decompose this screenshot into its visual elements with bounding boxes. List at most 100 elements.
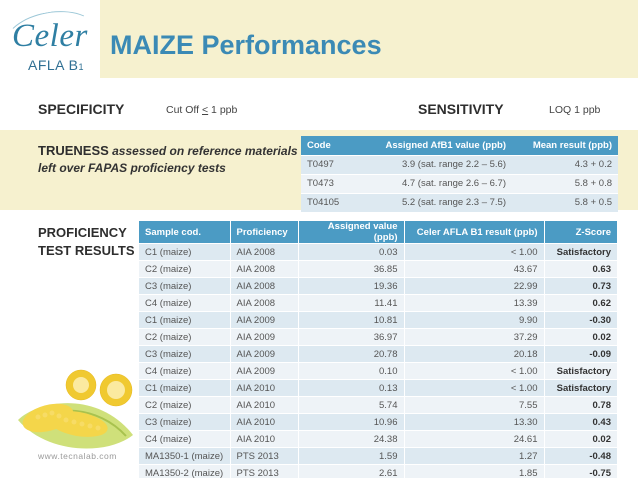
sensitivity-label: SENSITIVITY [418,101,504,117]
trueness-cell-assigned: 5.2 (sat. range 2.3 – 7.5) [363,193,512,213]
specificity-label: SPECIFICITY [38,101,125,117]
proficiency-row: C4 (maize) AIA 2009 0.10 < 1.00 Satisfactory [139,362,618,380]
proficiency-cell-sample: C1 (maize) [139,243,231,261]
proficiency-cell-result: < 1.00 [404,379,545,397]
proficiency-cell-result: 1.85 [404,464,545,478]
proficiency-table: Sample cod. Proficiency Assigned value (… [139,221,618,478]
proficiency-row: C3 (maize) AIA 2009 20.78 20.18 -0.09 [139,345,618,363]
proficiency-row: C4 (maize) AIA 2010 24.38 24.61 0.02 [139,430,618,448]
proficiency-cell-assigned: 5.74 [298,396,405,414]
proficiency-row: C4 (maize) AIA 2008 11.41 13.39 0.62 [139,294,618,312]
proficiency-cell-assigned: 2.61 [298,464,405,478]
trueness-cell-assigned: 3.9 (sat. range 2.2 – 5.6) [363,155,512,175]
proficiency-row: C2 (maize) AIA 2010 5.74 7.55 0.78 [139,396,618,414]
proficiency-row: C3 (maize) AIA 2008 19.36 22.99 0.73 [139,277,618,295]
proficiency-cell-sample: C2 (maize) [139,328,231,346]
proficiency-cell-zscore: -0.75 [544,464,618,478]
proficiency-cell-zscore: Satisfactory [544,362,618,380]
logo-brand: Celer [12,18,88,54]
trueness-row: T04105 5.2 (sat. range 2.3 – 7.5) 5.8 + 0.… [301,193,618,213]
proficiency-cell-sample: C1 (maize) [139,311,231,329]
proficiency-cell-proficiency: AIA 2010 [230,430,299,448]
proficiency-cell-result: 9.90 [404,311,545,329]
trueness-cell-mean: 5.8 + 0.5 [512,193,618,213]
proficiency-cell-sample: C3 (maize) [139,345,231,363]
trueness-row: T0497 3.9 (sat. range 2.2 – 5.6) 4.3 + 0.2 [301,155,618,175]
proficiency-cell-proficiency: AIA 2010 [230,379,299,397]
proficiency-cell-assigned: 0.10 [298,362,405,380]
proficiency-row: MA1350-1 (maize) PTS 2013 1.59 1.27 -0.48 [139,447,618,465]
proficiency-cell-sample: MA1350-2 (maize) [139,464,231,478]
prof-col-assigned: Assigned value (ppb) [298,221,405,244]
trueness-cell-code: T04105 [301,193,363,213]
proficiency-cell-result: 20.18 [404,345,545,363]
logo-product: AFLA B1 [28,57,84,73]
proficiency-cell-result: 43.67 [404,260,545,278]
prof-col-proficiency: Proficiency [230,221,299,244]
proficiency-cell-assigned: 10.96 [298,413,405,431]
proficiency-cell-zscore: Satisfactory [544,379,618,397]
sensitivity-value: LOQ 1 ppb [549,104,601,116]
proficiency-cell-proficiency: AIA 2008 [230,260,299,278]
proficiency-cell-proficiency: AIA 2008 [230,243,299,261]
proficiency-cell-sample: C2 (maize) [139,260,231,278]
proficiency-cell-zscore: 0.63 [544,260,618,278]
proficiency-row: C1 (maize) AIA 2008 0.03 < 1.00 Satisfactory [139,243,618,261]
trueness-col-code: Code [301,136,363,156]
proficiency-cell-assigned: 36.97 [298,328,405,346]
logo: Celer AFLA B1 [0,0,101,78]
proficiency-cell-sample: C4 (maize) [139,294,231,312]
proficiency-cell-sample: C4 (maize) [139,430,231,448]
proficiency-cell-assigned: 1.59 [298,447,405,465]
proficiency-row: C1 (maize) AIA 2009 10.81 9.90 -0.30 [139,311,618,329]
proficiency-cell-zscore: Satisfactory [544,243,618,261]
proficiency-cell-result: 13.39 [404,294,545,312]
prof-col-zscore: Z-Score [544,221,618,244]
trueness-cell-code: T0473 [301,174,363,194]
proficiency-cell-result: < 1.00 [404,362,545,380]
proficiency-cell-result: 22.99 [404,277,545,295]
prof-col-sample: Sample cod. [139,221,231,244]
proficiency-cell-zscore: -0.09 [544,345,618,363]
corn-image [18,369,133,449]
proficiency-cell-proficiency: PTS 2013 [230,464,299,478]
proficiency-cell-sample: C3 (maize) [139,277,231,295]
proficiency-cell-proficiency: AIA 2009 [230,345,299,363]
proficiency-cell-zscore: -0.48 [544,447,618,465]
proficiency-row: C2 (maize) AIA 2009 36.97 37.29 0.02 [139,328,618,346]
proficiency-row: C1 (maize) AIA 2010 0.13 < 1.00 Satisfactory [139,379,618,397]
proficiency-cell-sample: C4 (maize) [139,362,231,380]
trueness-description: TRUENESS assessed on reference materials… [38,143,298,175]
trueness-cell-code: T0497 [301,155,363,175]
trueness-col-mean: Mean result (ppb) [512,136,618,156]
proficiency-cell-sample: C3 (maize) [139,413,231,431]
proficiency-cell-assigned: 0.03 [298,243,405,261]
trueness-cell-mean: 4.3 + 0.2 [512,155,618,175]
proficiency-cell-proficiency: AIA 2010 [230,413,299,431]
proficiency-cell-assigned: 0.13 [298,379,405,397]
proficiency-cell-result: 1.27 [404,447,545,465]
proficiency-cell-proficiency: AIA 2008 [230,277,299,295]
trueness-table: Code Assigned AfB1 value (ppb) Mean resu… [301,136,618,213]
proficiency-cell-result: 7.55 [404,396,545,414]
proficiency-cell-zscore: -0.30 [544,311,618,329]
trueness-header-row: Code Assigned AfB1 value (ppb) Mean resu… [301,136,618,156]
proficiency-cell-proficiency: AIA 2009 [230,328,299,346]
proficiency-cell-proficiency: AIA 2010 [230,396,299,414]
specificity-value: Cut Off < 1 ppb [166,104,238,116]
prof-col-result: Celer AFLA B1 result (ppb) [404,221,545,244]
proficiency-cell-zscore: 0.62 [544,294,618,312]
proficiency-cell-result: 24.61 [404,430,545,448]
trueness-cell-assigned: 4.7 (sat. range 2.6 – 6.7) [363,174,512,194]
proficiency-cell-proficiency: PTS 2013 [230,447,299,465]
proficiency-cell-zscore: 0.02 [544,430,618,448]
proficiency-cell-zscore: 0.73 [544,277,618,295]
proficiency-cell-zscore: 0.78 [544,396,618,414]
proficiency-cell-proficiency: AIA 2008 [230,294,299,312]
proficiency-cell-zscore: 0.02 [544,328,618,346]
proficiency-cell-result: 13.30 [404,413,545,431]
proficiency-cell-sample: C1 (maize) [139,379,231,397]
proficiency-cell-proficiency: AIA 2009 [230,311,299,329]
proficiency-row: C2 (maize) AIA 2008 36.85 43.67 0.63 [139,260,618,278]
proficiency-cell-sample: MA1350-1 (maize) [139,447,231,465]
